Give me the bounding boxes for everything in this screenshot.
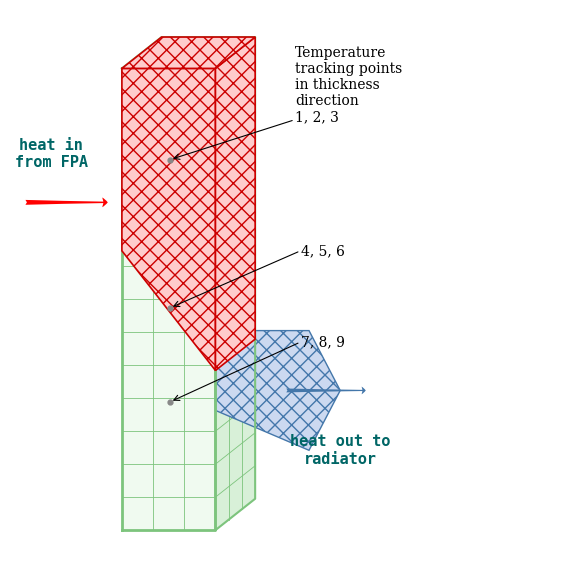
Polygon shape <box>215 331 340 450</box>
Text: 4, 5, 6: 4, 5, 6 <box>301 244 344 258</box>
Polygon shape <box>122 68 215 530</box>
Text: 7, 8, 9: 7, 8, 9 <box>301 335 344 349</box>
Polygon shape <box>122 68 215 370</box>
Polygon shape <box>122 37 255 68</box>
Text: Temperature
tracking points
in thickness
direction
1, 2, 3: Temperature tracking points in thickness… <box>295 46 402 124</box>
Polygon shape <box>122 37 255 68</box>
Text: heat in
from FPA: heat in from FPA <box>15 138 87 170</box>
Polygon shape <box>215 37 255 370</box>
Polygon shape <box>215 37 255 530</box>
Text: heat out to
radiator: heat out to radiator <box>290 434 391 466</box>
